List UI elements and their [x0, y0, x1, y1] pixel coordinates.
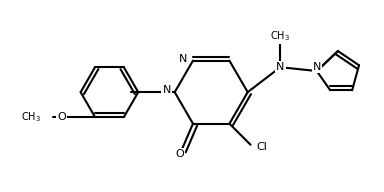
Text: CH$_3$: CH$_3$: [270, 30, 290, 43]
Text: CH$_3$: CH$_3$: [21, 110, 41, 124]
Text: N: N: [313, 62, 321, 72]
Text: N: N: [179, 54, 187, 64]
Text: O: O: [58, 112, 66, 122]
Text: N: N: [162, 85, 171, 95]
Text: N: N: [276, 62, 285, 72]
Text: O: O: [175, 149, 184, 159]
Text: Cl: Cl: [257, 142, 267, 152]
